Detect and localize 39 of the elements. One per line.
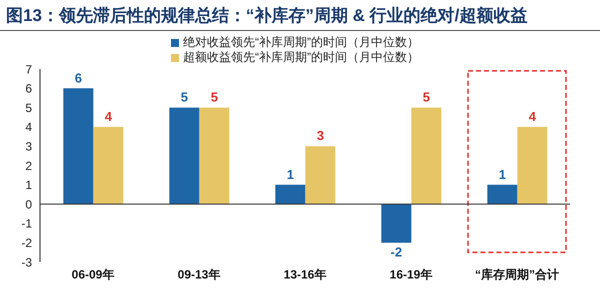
y-tick-label: 2: [25, 158, 32, 173]
bar: [275, 184, 306, 204]
bar: [169, 108, 200, 204]
chart-title: 图13：领先滞后性的规律总结：“补库存”周期 & 行业的绝对/超额收益: [0, 0, 600, 31]
x-tick-label: 06-09年: [72, 268, 114, 282]
data-label: 4: [104, 108, 113, 124]
y-tick-label: 3: [25, 139, 32, 154]
y-tick-label: 7: [25, 62, 32, 76]
data-label: 1: [498, 166, 506, 182]
data-label: 4: [528, 108, 537, 124]
y-tick-label: -3: [21, 255, 32, 270]
data-label: 1: [286, 166, 294, 182]
legend-label: 绝对收益领先“补库周期”的时间（月中位数）: [183, 35, 419, 49]
bar: [381, 204, 412, 243]
y-tick-label: 1: [25, 178, 32, 192]
y-tick-label: 0: [25, 197, 32, 212]
bar: [487, 184, 518, 204]
data-label: 5: [180, 90, 188, 105]
y-tick-label: 4: [25, 120, 32, 134]
bar: [93, 126, 124, 204]
y-tick-label: 5: [25, 100, 32, 115]
y-tick-label: -1: [21, 216, 32, 231]
y-tick-label: 6: [25, 82, 32, 96]
x-tick-label: 13-16年: [284, 268, 326, 282]
bar: [411, 108, 442, 204]
data-label: 5: [422, 90, 430, 105]
legend-label: 超额收益领先“补库周期”的时间（月中位数）: [183, 50, 419, 64]
x-tick-label: “库存周期”合计: [475, 268, 559, 282]
y-tick-label: -2: [21, 236, 32, 250]
bar: [305, 146, 336, 204]
bar: [199, 108, 230, 204]
x-tick-label: 09-13年: [178, 268, 220, 282]
x-tick-label: 16-19年: [390, 268, 432, 282]
data-label: 3: [316, 128, 324, 144]
bar: [63, 88, 94, 204]
data-label: 6: [74, 70, 82, 86]
data-label: 5: [210, 90, 218, 105]
data-label: -2: [390, 244, 402, 260]
bar: [517, 126, 548, 204]
